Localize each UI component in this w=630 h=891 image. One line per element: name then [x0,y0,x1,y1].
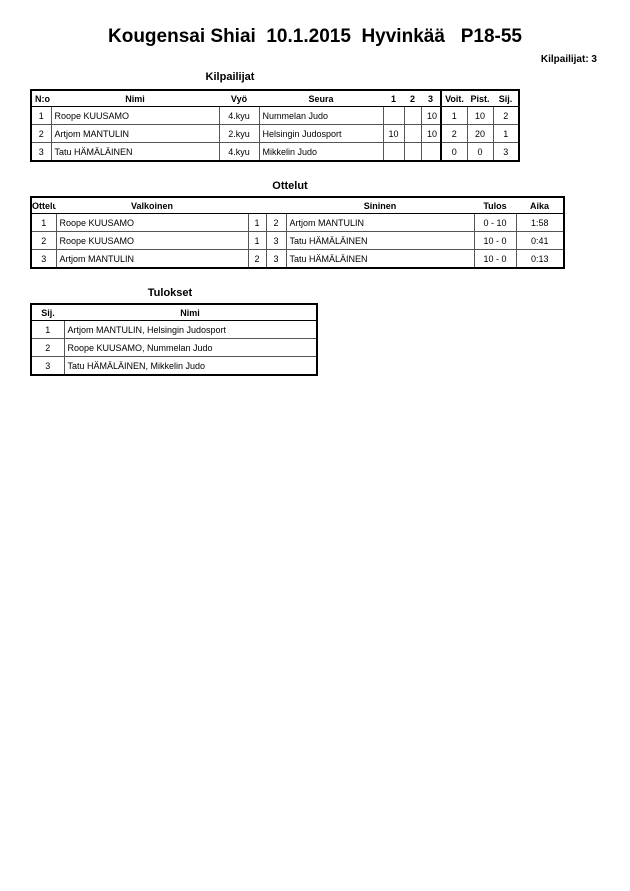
competitor-count: Kilpailijat: 3 [540,54,597,65]
cell-place: 1 [492,124,520,143]
table-row: 1 Roope KUUSAMO 1 2 Artjom MANTULIN 0 - 10 1:5… [30,213,565,232]
cell-no: 1 [30,106,52,125]
header-name: Nimi [51,89,219,107]
cell-m3: 10 [420,124,442,143]
cell-belt: 4.kyu [218,142,260,162]
cell-belt: 2.kyu [218,124,260,143]
header-no: N:o [31,89,51,107]
cell-name: Artjom MANTULIN [50,124,220,143]
cell-club: Helsingin Judosport [258,124,384,143]
cell-name: Tatu HÄMÄLÄINEN, Mikkelin Judo [63,356,318,376]
competitors-table: N:o Nimi Vyö Seura 1 2 3 Voit. Pist. Sij… [30,89,520,162]
cell-wn: 1 [247,231,267,250]
cell-m3: 10 [420,106,442,125]
cell-time: 0:13 [515,249,565,269]
cell-time: 1:58 [515,213,565,232]
cell-points: 0 [466,142,494,162]
cell-no: 2 [30,231,57,250]
header-blue: Sininen [286,196,474,214]
results-table: Sij. Nimi 1 Artjom MANTULIN, Helsingin Ju… [30,303,318,376]
cell-name: Tatu HÄMÄLÄINEN [50,142,220,162]
cell-wn: 2 [247,249,267,269]
cell-place: 1 [30,320,65,339]
cell-name: Roope KUUSAMO, Nummelan Judo [63,338,318,357]
cell-bn: 3 [265,231,287,250]
cell-club: Nummelan Judo [258,106,384,125]
table-row: 1 Roope KUUSAMO 4.kyu Nummelan Judo 10 1 10 2 [30,106,520,125]
header-match: Ottelu [31,196,56,214]
header-white: Valkoinen [56,196,248,214]
cell-no: 1 [30,213,57,232]
cell-place: 2 [30,338,65,357]
page-title: Kougensai Shiai 10.1.2015 Hyvinkää P18-5… [108,26,522,47]
cell-white: Artjom MANTULIN [55,249,249,269]
header-m3: 3 [421,89,441,107]
header-result: Tulos [474,196,516,214]
matches-table: Ottelu Valkoinen Sininen Tulos Aika 1 Roo… [30,196,565,269]
results-heading: Tulokset [147,287,193,299]
cell-m2 [403,124,422,143]
header-name: Nimi [64,303,317,321]
header-m1: 1 [383,89,404,107]
header-place: Sij. [31,303,64,321]
cell-no: 2 [30,124,52,143]
header-place: Sij. [493,89,519,107]
header-belt: Vyö [219,89,259,107]
table-header: Sij. Nimi [31,303,317,321]
cell-place: 2 [492,106,520,125]
cell-result: 10 - 0 [473,231,517,250]
cell-wins: 0 [440,142,468,162]
cell-wins: 1 [440,106,468,125]
cell-points: 10 [466,106,494,125]
table-row: 3 Tatu HÄMÄLÄINEN, Mikkelin Judo [30,356,318,376]
cell-time: 0:41 [515,231,565,250]
cell-club: Mikkelin Judo [258,142,384,162]
cell-white: Roope KUUSAMO [55,213,249,232]
cell-m1 [382,106,405,125]
cell-blue: Artjom MANTULIN [285,213,475,232]
cell-result: 10 - 0 [473,249,517,269]
header-wins: Voit. [440,89,467,107]
cell-place: 3 [30,356,65,376]
cell-name: Roope KUUSAMO [50,106,220,125]
cell-wins: 2 [440,124,468,143]
cell-points: 20 [466,124,494,143]
cell-bn: 3 [265,249,287,269]
cell-name: Artjom MANTULIN, Helsingin Judosport [63,320,318,339]
table-row: 3 Tatu HÄMÄLÄINEN 4.kyu Mikkelin Judo 0 0 3 [30,142,520,162]
table-header: N:o Nimi Vyö Seura 1 2 3 Voit. Pist. Sij… [31,89,519,107]
table-row: 2 Artjom MANTULIN 2.kyu Helsingin Judosport… [30,124,520,143]
table-row: 1 Artjom MANTULIN, Helsingin Judosport [30,320,318,339]
cell-no: 3 [30,249,57,269]
cell-wn: 1 [247,213,267,232]
competitors-heading: Kilpailijat [205,71,255,83]
header-club: Seura [259,89,383,107]
cell-belt: 4.kyu [218,106,260,125]
table-row: 2 Roope KUUSAMO, Nummelan Judo [30,338,318,357]
header-time: Aika [516,196,564,214]
cell-m1: 10 [382,124,405,143]
cell-result: 0 - 10 [473,213,517,232]
matches-heading: Ottelut [272,180,308,192]
cell-blue: Tatu HÄMÄLÄINEN [285,231,475,250]
header-m2: 2 [404,89,421,107]
cell-bn: 2 [265,213,287,232]
cell-white: Roope KUUSAMO [55,231,249,250]
table-header: Ottelu Valkoinen Sininen Tulos Aika [31,196,564,214]
cell-m2 [403,142,422,162]
cell-m3 [420,142,442,162]
cell-place: 3 [492,142,520,162]
cell-m2 [403,106,422,125]
cell-m1 [382,142,405,162]
header-points: Pist. [467,89,493,107]
cell-no: 3 [30,142,52,162]
table-row: 2 Roope KUUSAMO 1 3 Tatu HÄMÄLÄINEN 10 - 0 0:4… [30,231,565,250]
cell-blue: Tatu HÄMÄLÄINEN [285,249,475,269]
